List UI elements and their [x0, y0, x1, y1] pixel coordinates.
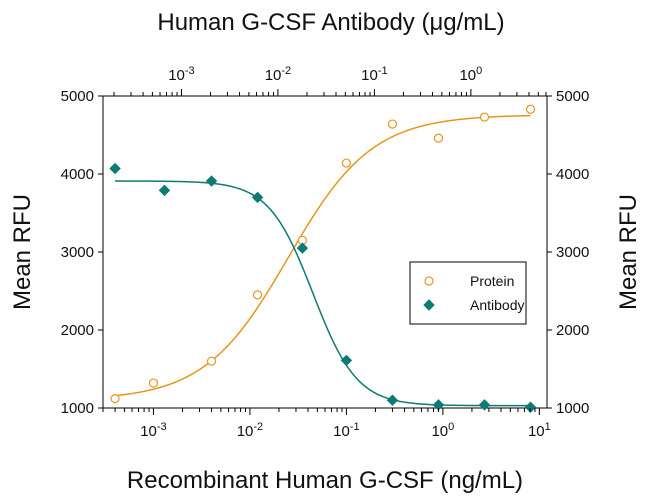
y-tick-label-right: 4000	[556, 166, 589, 183]
point-antibody	[386, 394, 399, 406]
x-tick-label: 100	[431, 421, 454, 440]
point-antibody	[251, 191, 264, 204]
x-axis-label: Recombinant Human G-CSF (ng/mL)	[127, 467, 523, 494]
point-antibody	[524, 401, 537, 413]
y-tick-label-left: 4000	[61, 166, 94, 183]
y-axis-label-left: Mean RFU	[9, 194, 36, 310]
y-tick-label-left: 3000	[61, 244, 94, 261]
point-antibody	[340, 354, 353, 367]
x-tick-label: 10-3	[140, 421, 166, 440]
y-tick-label-right: 2000	[556, 322, 589, 339]
legend-label-protein: Protein	[470, 273, 514, 289]
point-protein	[252, 290, 263, 300]
point-antibody	[109, 162, 121, 175]
legend-box	[409, 261, 527, 325]
top-tick-label: 10-1	[361, 65, 387, 84]
point-protein	[341, 158, 352, 168]
point-protein	[110, 394, 120, 404]
legend-marker-antibody	[423, 299, 435, 311]
legend-label-antibody: Antibody	[470, 297, 524, 313]
point-protein	[479, 112, 490, 122]
x-tick-label: 10-2	[237, 421, 263, 440]
fit-curve-antibody	[115, 180, 531, 407]
point-antibody	[158, 184, 171, 197]
point-protein	[206, 356, 217, 366]
y-tick-label-left: 5000	[61, 88, 94, 105]
legend-marker-protein	[424, 276, 434, 286]
top-tick-label: 100	[459, 65, 482, 84]
point-antibody	[205, 175, 218, 187]
plot-area-frame	[102, 95, 548, 409]
top-tick-label: 10-2	[265, 65, 291, 84]
fit-curve-protein	[114, 114, 531, 397]
point-protein	[433, 133, 444, 143]
y-tick-label-right: 1000	[556, 400, 589, 417]
x-tick-label: 10-1	[333, 421, 359, 440]
y-tick-label-left: 1000	[61, 400, 94, 417]
point-antibody	[296, 242, 309, 254]
y-tick-label-right: 3000	[556, 244, 589, 261]
legend: Protein Antibody	[409, 261, 527, 325]
top-axis-title: Human G-CSF Antibody (μg/mL)	[157, 9, 504, 36]
y-tick-label-left: 2000	[61, 322, 94, 339]
point-antibody	[478, 399, 491, 411]
axis-ticks: 1000 1000 2000 2000 3000 3000 4000 4000 5000 5000…	[61, 65, 590, 440]
fit-curves	[114, 114, 531, 407]
y-axis-label-right: Mean RFU	[615, 194, 642, 310]
y-tick-label-right: 5000	[556, 88, 589, 105]
top-tick-label: 10-3	[168, 65, 194, 84]
point-protein	[148, 378, 159, 388]
data-points	[109, 104, 537, 413]
point-protein	[525, 104, 536, 114]
point-protein	[387, 119, 398, 129]
x-tick-label: 101	[528, 421, 551, 440]
